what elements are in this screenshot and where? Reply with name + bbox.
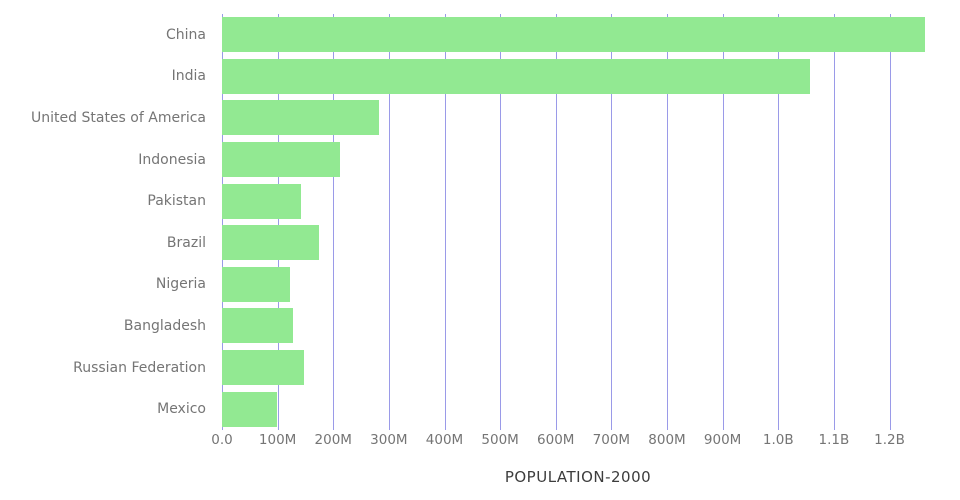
category-label: Russian Federation [73, 359, 206, 376]
bar-row: China [0, 14, 960, 56]
bar-row: Nigeria [0, 264, 960, 306]
gridline [277, 14, 279, 430]
category-label: Mexico [157, 401, 206, 418]
bar [222, 391, 278, 427]
bar-row: Indonesia [0, 139, 960, 181]
x-tick-label: 700M [592, 432, 631, 448]
category-label: Indonesia [138, 151, 206, 168]
gridline [611, 14, 613, 430]
gridline [722, 14, 724, 430]
bar [222, 225, 320, 261]
bar [222, 17, 925, 53]
bar [222, 350, 304, 386]
gridline [555, 14, 557, 430]
x-tick-label: 600M [537, 432, 575, 448]
gridline [388, 14, 390, 430]
bar [222, 58, 810, 94]
bar-track [222, 180, 934, 222]
x-tick-label: 0.0 [211, 432, 233, 448]
x-tick-label: 500M [481, 432, 519, 448]
bar-row: Pakistan [0, 180, 960, 222]
bar-track [222, 347, 934, 389]
bar-track [222, 139, 934, 181]
bar [222, 308, 294, 344]
gridline-layer [222, 14, 934, 430]
category-label: Nigeria [155, 276, 206, 293]
x-tick-label: 300M [370, 432, 408, 448]
gridline [889, 14, 891, 430]
category-label: Brazil [166, 234, 206, 251]
bar-row: Mexico [0, 388, 960, 430]
bar-track [222, 56, 934, 98]
x-tick-label: 100M [258, 432, 297, 448]
x-tick-label: 800M [648, 432, 686, 448]
x-axis: 0.0 100M 200M 300M 400M 500M 600M 700M 800M 900M 1… [211, 432, 934, 452]
bar [222, 183, 301, 219]
x-tick-label: 1.2B [874, 432, 905, 448]
chart-title: POPULATION-2000 [504, 468, 652, 486]
bar-track [222, 14, 934, 56]
gridline [333, 14, 335, 430]
x-tick-label: 200M [314, 432, 352, 448]
x-tick-label: 1.1B [818, 432, 850, 448]
gridline [222, 14, 223, 430]
gridline [667, 14, 668, 430]
bar-row: Russian Federation [0, 347, 960, 389]
category-label: India [171, 68, 206, 85]
plot-area: China India United States of America Indone… [0, 14, 960, 430]
gridline [500, 14, 502, 430]
category-label: Bangladesh [123, 317, 206, 334]
category-label: Pakistan [147, 193, 206, 210]
bar-track [222, 388, 934, 430]
bar-row: India [0, 56, 960, 98]
bar-track [222, 222, 934, 264]
bar-track [222, 305, 934, 347]
bar [222, 266, 290, 302]
bar-row: United States of America [0, 97, 960, 139]
x-tick-label: 900M [703, 432, 742, 448]
category-label: China [166, 26, 206, 43]
bar [222, 142, 340, 178]
gridline [444, 14, 446, 430]
bar-row: Bangladesh [0, 305, 960, 347]
bar-track [222, 264, 934, 306]
x-tick-label: 400M [425, 432, 464, 448]
category-label: United States of America [31, 109, 206, 126]
bar-row: Brazil [0, 222, 960, 264]
bar [222, 100, 379, 136]
bar-track [222, 97, 934, 139]
gridline [778, 14, 780, 430]
gridline [833, 14, 835, 430]
x-tick-label: 1.0B [762, 432, 794, 448]
